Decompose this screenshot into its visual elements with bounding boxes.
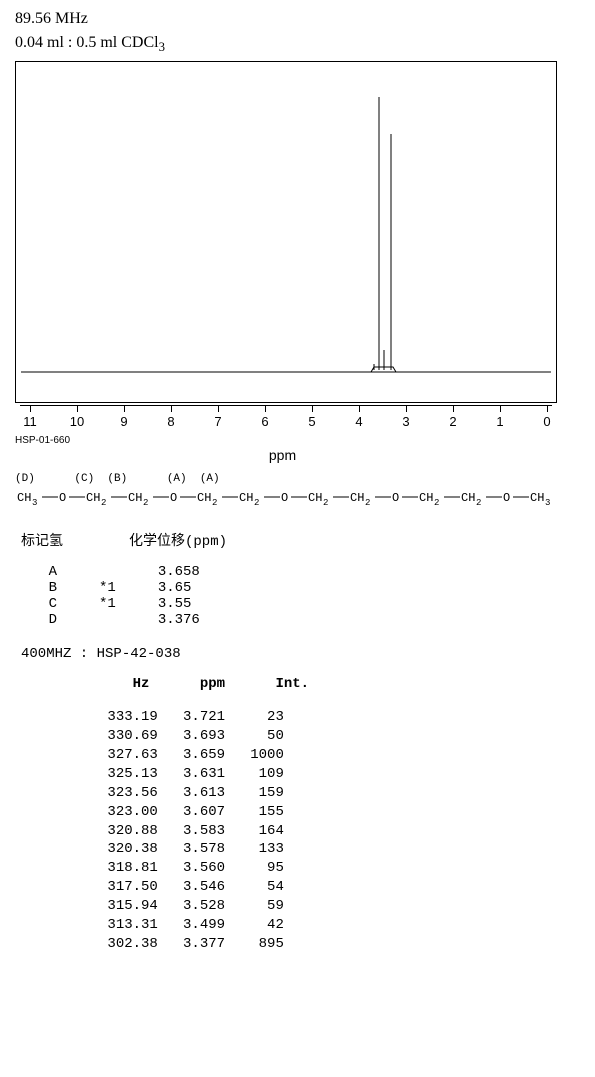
axis-tick	[77, 405, 78, 412]
svg-text:CH: CH	[419, 491, 433, 505]
axis-tick-label: 5	[308, 414, 315, 429]
axis-tick	[30, 405, 31, 412]
data-row: 323.00 3.607 155	[15, 803, 580, 822]
molecular-structure: CH3OCH2CH2OCH2CH2OCH2CH2OCH2CH2OCH3	[15, 487, 558, 511]
nmr-spectrum-frame	[15, 61, 557, 403]
svg-text:2: 2	[476, 498, 481, 508]
axis-tick	[547, 405, 548, 412]
axis-tick-label: 6	[261, 414, 268, 429]
axis-tick	[265, 405, 266, 412]
axis-tick	[312, 405, 313, 412]
data-row: 330.69 3.693 50	[15, 727, 580, 746]
data-row: 325.13 3.631 109	[15, 765, 580, 784]
svg-text:O: O	[59, 491, 66, 505]
shift-col2: 化学位移(ppm)	[129, 534, 227, 550]
data-row: 315.94 3.528 59	[15, 897, 580, 916]
svg-text:2: 2	[212, 498, 217, 508]
data-row: 317.50 3.546 54	[15, 878, 580, 897]
svg-text:2: 2	[434, 498, 439, 508]
svg-text:CH: CH	[86, 491, 100, 505]
reference-line: 400MHZ : HSP-42-038	[21, 646, 580, 662]
svg-text:3: 3	[32, 498, 37, 508]
axis-tick	[406, 405, 407, 412]
svg-text:2: 2	[323, 498, 328, 508]
svg-text:2: 2	[101, 498, 106, 508]
svg-text:CH: CH	[17, 491, 31, 505]
shift-row: D 3.376	[15, 612, 580, 628]
data-row: 320.88 3.583 164	[15, 822, 580, 841]
svg-text:CH: CH	[530, 491, 544, 505]
axis-tick	[359, 405, 360, 412]
axis-tick	[500, 405, 501, 412]
data-row: 333.19 3.721 23	[15, 708, 580, 727]
data-row: 323.56 3.613 159	[15, 784, 580, 803]
axis-tick-label: 11	[23, 414, 37, 429]
svg-text:CH: CH	[239, 491, 253, 505]
axis-tick-label: 1	[496, 414, 503, 429]
nmr-spectrum	[16, 62, 556, 402]
structure-position-labels: (D) (C) (B) (A) (A)	[15, 473, 580, 485]
axis-tick	[453, 405, 454, 412]
axis-tick	[171, 405, 172, 412]
axis-tick-label: 10	[70, 414, 84, 429]
shift-row: B *1 3.65	[15, 580, 580, 596]
svg-text:O: O	[281, 491, 288, 505]
shift-table-body: A 3.658 B *1 3.65 C *1 3.55 D 3.376	[15, 564, 580, 628]
axis-tick-label: 0	[543, 414, 550, 429]
axis-tick-label: 2	[449, 414, 456, 429]
svg-text:CH: CH	[128, 491, 142, 505]
data-row: 302.38 3.377 895	[15, 935, 580, 954]
svg-text:O: O	[392, 491, 399, 505]
solvent-line: 0.04 ml : 0.5 ml CDCl3	[15, 34, 580, 55]
svg-text:2: 2	[254, 498, 259, 508]
frequency-line: 89.56 MHz	[15, 10, 580, 28]
axis-unit: ppm	[10, 447, 555, 463]
data-row: 318.81 3.560 95	[15, 859, 580, 878]
solvent-subscript: 3	[159, 40, 165, 54]
axis-tick-label: 4	[355, 414, 362, 429]
data-row: 313.31 3.499 42	[15, 916, 580, 935]
data-row: 320.38 3.578 133	[15, 840, 580, 859]
svg-text:CH: CH	[197, 491, 211, 505]
axis-tick	[124, 405, 125, 412]
svg-text:O: O	[170, 491, 177, 505]
axis-tick-label: 3	[402, 414, 409, 429]
shift-table-header: 标记氢 化学位移(ppm)	[15, 530, 580, 550]
axis-tick	[218, 405, 219, 412]
data-table-body: 333.19 3.721 23 330.69 3.693 50 327.63 3…	[15, 708, 580, 954]
axis-tick-label: 8	[167, 414, 174, 429]
shift-row: C *1 3.55	[15, 596, 580, 612]
x-axis: 11109876543210	[15, 405, 555, 449]
svg-text:2: 2	[143, 498, 148, 508]
svg-text:CH: CH	[350, 491, 364, 505]
axis-tick-label: 9	[120, 414, 127, 429]
svg-text:CH: CH	[308, 491, 322, 505]
svg-text:2: 2	[365, 498, 370, 508]
axis-tick-label: 7	[214, 414, 221, 429]
data-table-header: Hz ppm Int.	[15, 676, 580, 692]
svg-text:CH: CH	[461, 491, 475, 505]
svg-text:O: O	[503, 491, 510, 505]
svg-text:3: 3	[545, 498, 550, 508]
data-row: 327.63 3.659 1000	[15, 746, 580, 765]
solvent-prefix: 0.04 ml : 0.5 ml CDCl	[15, 34, 159, 51]
shift-row: A 3.658	[15, 564, 580, 580]
shift-col1: 标记氢	[21, 534, 63, 550]
